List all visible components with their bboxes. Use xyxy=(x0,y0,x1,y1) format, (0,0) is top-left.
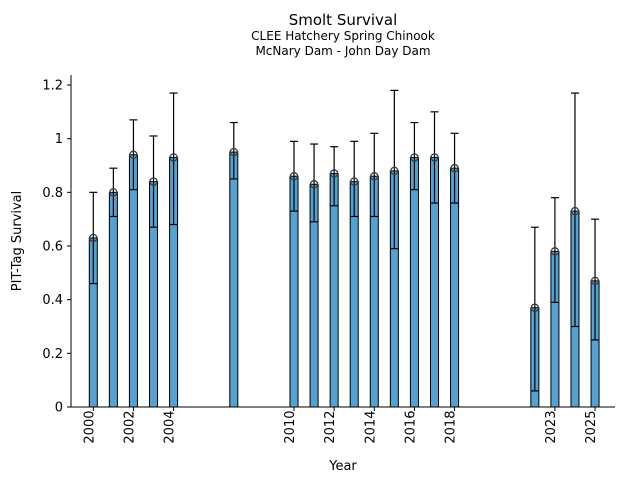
x-tick-label-2000: 2000 xyxy=(82,411,97,444)
bar-year-2007 xyxy=(229,151,239,408)
marker-year-2018 xyxy=(450,163,459,173)
marker-year-2007 xyxy=(229,147,239,157)
chart-subtitle-line2: McNary Dam - John Day Dam xyxy=(255,44,431,58)
bar-year-2018 xyxy=(450,167,460,408)
x-axis-label: Year xyxy=(328,459,357,474)
marker-year-2022 xyxy=(530,303,540,312)
marker-year-2023 xyxy=(550,247,560,256)
y-tick-label-0.2: 0.2 xyxy=(42,347,63,362)
y-tick-label-0.6: 0.6 xyxy=(42,240,63,255)
chart-title: Smolt Survival xyxy=(288,11,398,29)
x-tick-label-2004: 2004 xyxy=(163,411,178,444)
marker-year-2025 xyxy=(590,276,600,286)
x-tick-label-2023: 2023 xyxy=(544,411,559,444)
marker-year-2017 xyxy=(430,153,439,162)
x-tick-label-2012: 2012 xyxy=(323,411,338,444)
x-tick-label-2002: 2002 xyxy=(122,411,137,444)
y-tick-label-0.8: 0.8 xyxy=(42,186,63,201)
marker-year-2014 xyxy=(370,171,379,181)
bar-year-2002 xyxy=(128,154,138,408)
x-tick-label-2014: 2014 xyxy=(363,411,378,444)
marker-year-2002 xyxy=(129,150,138,160)
marker-year-2003 xyxy=(149,177,158,186)
bar-year-2012 xyxy=(329,173,339,408)
x-tick-label-2010: 2010 xyxy=(283,411,298,444)
chart-subtitle-line1: CLEE Hatchery Spring Chinook xyxy=(251,29,435,43)
bar-year-2016 xyxy=(409,156,419,408)
marker-year-2004 xyxy=(169,153,178,162)
marker-year-2000 xyxy=(89,233,98,243)
bar-year-2001 xyxy=(108,191,118,408)
marker-year-2024 xyxy=(570,206,580,216)
y-axis-label: PIT-Tag Survival xyxy=(10,191,25,291)
marker-year-2013 xyxy=(349,177,359,186)
marker-year-2015 xyxy=(390,166,399,176)
x-tick-label-2025: 2025 xyxy=(584,411,599,444)
y-tick-label-0.4: 0.4 xyxy=(42,293,63,308)
y-tick-label-1: 1 xyxy=(55,132,63,147)
marker-year-2010 xyxy=(289,171,299,181)
x-tick-label-2018: 2018 xyxy=(444,411,459,444)
y-tick-label-1.2: 1.2 xyxy=(42,79,63,94)
marker-year-2011 xyxy=(309,180,319,189)
marker-year-2016 xyxy=(410,153,419,162)
marker-year-2012 xyxy=(329,169,339,178)
marker-year-2001 xyxy=(109,188,118,197)
x-tick-label-2016: 2016 xyxy=(403,411,418,444)
y-tick-label-0: 0 xyxy=(55,401,63,416)
